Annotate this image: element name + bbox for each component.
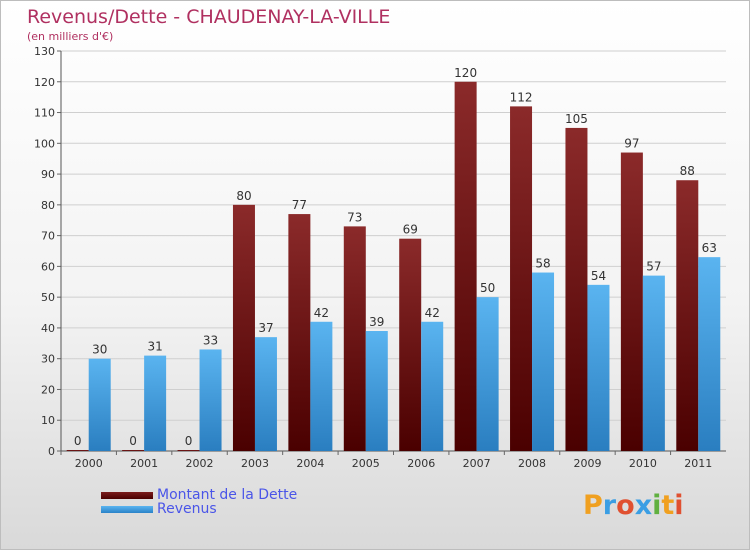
data-label-dette: 120	[454, 66, 477, 80]
logo-letter: x	[634, 490, 653, 521]
bar-dette	[232, 204, 255, 451]
legend-label-revenus: Revenus	[157, 501, 217, 517]
x-tick-label: 2006	[407, 457, 435, 470]
bar-dette	[510, 106, 533, 451]
x-tick-label: 2000	[75, 457, 103, 470]
x-tick-label: 2001	[130, 457, 158, 470]
data-label-revenus: 42	[314, 306, 329, 320]
data-label-revenus: 37	[258, 321, 273, 335]
y-tick-label: 90	[41, 168, 55, 181]
data-label-revenus: 39	[369, 315, 384, 329]
logo-letter: o	[616, 490, 635, 521]
data-label-dette: 105	[565, 112, 588, 126]
bar-dette	[454, 81, 477, 452]
logo-letter: t	[661, 490, 675, 521]
data-label-revenus: 54	[591, 269, 606, 283]
y-tick-label: 50	[41, 291, 55, 304]
bar-dette	[66, 450, 89, 451]
bar-dette	[177, 450, 200, 451]
legend-item-dette: Montant de la Dette	[101, 487, 297, 503]
bar-dette	[122, 450, 145, 451]
y-tick-label: 20	[41, 383, 55, 396]
y-tick-label: 0	[48, 445, 55, 458]
data-label-revenus: 50	[480, 281, 495, 295]
x-tick-label: 2009	[573, 457, 601, 470]
x-tick-label: 2003	[241, 457, 269, 470]
data-label-dette: 88	[680, 164, 695, 178]
data-label-dette: 77	[292, 198, 307, 212]
chart-subtitle: (en milliers d'€)	[27, 30, 114, 43]
bar-revenus	[532, 272, 555, 451]
bar-dette	[288, 214, 311, 451]
bar-revenus	[642, 275, 665, 451]
bar-dette	[620, 152, 643, 452]
bar-revenus	[199, 349, 222, 451]
y-tick-label: 110	[34, 107, 55, 120]
data-label-dette: 69	[403, 223, 418, 237]
x-tick-label: 2008	[518, 457, 546, 470]
x-tick-label: 2002	[186, 457, 214, 470]
legend-label-dette: Montant de la Dette	[157, 487, 298, 503]
bar-revenus	[476, 297, 499, 451]
bar-revenus	[144, 355, 167, 451]
data-label-revenus: 58	[535, 257, 550, 271]
y-tick-label: 10	[41, 414, 55, 427]
data-label-revenus: 31	[147, 340, 162, 354]
bar-dette	[565, 127, 588, 451]
logo-letter: P	[583, 490, 603, 521]
bar-dette	[343, 226, 366, 451]
y-tick-label: 80	[41, 199, 55, 212]
y-tick-label: 120	[34, 76, 55, 89]
legend-swatch-revenus	[101, 505, 153, 513]
bar-revenus	[421, 321, 444, 451]
data-label-dette: 0	[74, 434, 82, 448]
x-tick-label: 2005	[352, 457, 380, 470]
y-tick-label: 70	[41, 230, 55, 243]
data-label-revenus: 57	[646, 260, 661, 274]
y-tick-label: 40	[41, 322, 55, 335]
bar-revenus	[254, 337, 277, 451]
logo-letter: i	[652, 490, 662, 521]
data-label-dette: 0	[129, 434, 137, 448]
data-label-dette: 112	[510, 90, 533, 104]
data-label-revenus: 42	[425, 306, 440, 320]
bar-revenus	[587, 284, 610, 451]
x-tick-label: 2011	[684, 457, 712, 470]
chart-title: Revenus/Dette - CHAUDENAY-LA-VILLE	[27, 6, 391, 28]
proxiti-logo: Proxiti	[583, 490, 684, 521]
data-label-dette: 80	[236, 189, 251, 203]
bar-dette	[399, 238, 422, 451]
bar-revenus	[698, 257, 721, 451]
x-tick-label: 2004	[296, 457, 324, 470]
logo-letter: r	[602, 490, 617, 521]
data-label-revenus: 63	[702, 241, 717, 255]
y-tick-label: 130	[34, 45, 55, 58]
data-label-dette: 97	[624, 137, 639, 151]
legend-swatch-dette	[101, 491, 153, 499]
bar-revenus	[88, 358, 111, 451]
bar-dette	[676, 180, 699, 451]
x-tick-label: 2010	[629, 457, 657, 470]
logo-letter: i	[674, 490, 684, 521]
data-label-dette: 0	[185, 434, 193, 448]
bar-revenus	[310, 321, 333, 451]
data-label-dette: 73	[347, 210, 362, 224]
legend-item-revenus: Revenus	[101, 501, 217, 517]
y-tick-label: 60	[41, 260, 55, 273]
data-label-revenus: 33	[203, 333, 218, 347]
data-label-revenus: 30	[92, 343, 107, 357]
x-tick-label: 2007	[463, 457, 491, 470]
bar-revenus	[365, 331, 388, 451]
y-tick-label: 100	[34, 137, 55, 150]
y-tick-label: 30	[41, 353, 55, 366]
